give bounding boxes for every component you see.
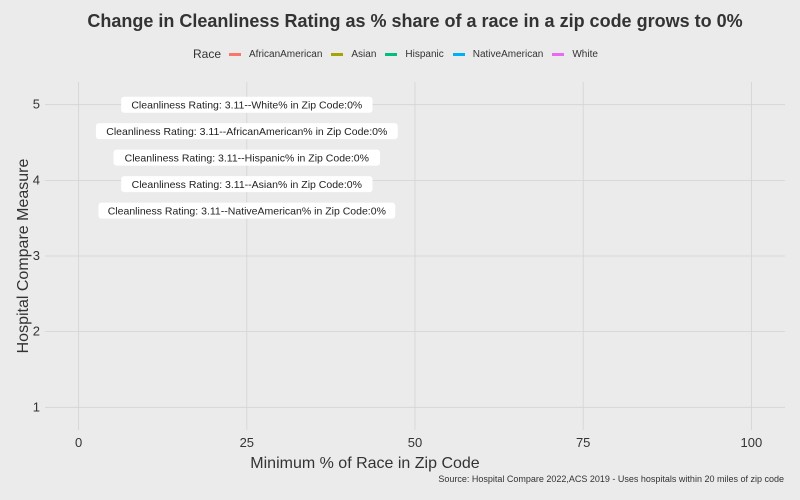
legend: Race AfricanAmerican Asian Hispanic Nati… — [193, 46, 607, 62]
annotation-label: Cleanliness Rating: 3.11--AfricanAmerica… — [106, 126, 387, 138]
chart-title: Change in Cleanliness Rating as % share … — [87, 11, 743, 31]
legend-label: Asian — [351, 48, 377, 60]
x-tick-label: 100 — [741, 435, 763, 450]
annotation-label: Cleanliness Rating: 3.11--Asian% in Zip … — [132, 179, 362, 191]
annotation-box — [113, 149, 381, 166]
y-tick-label: 5 — [33, 97, 40, 112]
legend-item-hispanic: Hispanic — [385, 48, 444, 60]
annotation-box — [95, 123, 398, 140]
legend-item-africanamerican: AfricanAmerican — [229, 49, 322, 60]
annotation-label: Cleanliness Rating: 3.11--Hispanic% in Z… — [125, 153, 369, 165]
legend-swatch — [452, 52, 465, 56]
x-tick-label: 0 — [75, 435, 82, 450]
legend-swatch — [552, 52, 565, 56]
legend-swatch — [229, 52, 242, 56]
x-tick-label: 50 — [408, 435, 422, 450]
legend-label: Hispanic — [405, 48, 444, 60]
y-axis-title: Hospital Compare Measure — [15, 159, 32, 354]
legend-swatch — [385, 52, 398, 56]
legend-label: NativeAmerican — [472, 48, 544, 60]
legend-item-nativeamerican: NativeAmerican — [452, 48, 544, 60]
legend-item-white: White — [552, 49, 598, 60]
x-axis-title: Minimum % of Race in Zip Code — [250, 455, 480, 472]
legend-label: AfricanAmerican — [249, 48, 323, 60]
legend-item-asian: Asian — [331, 49, 376, 60]
legend-title: Race — [193, 47, 222, 61]
y-tick-label: 1 — [33, 399, 40, 414]
x-tick-label: 25 — [240, 435, 254, 450]
annotation-label: Cleanliness Rating: 3.11--NativeAmerican… — [108, 206, 386, 218]
legend-label: White — [572, 48, 598, 60]
legend-swatch — [331, 52, 344, 56]
annotation-box — [121, 96, 373, 113]
chart-caption: Source: Hospital Compare 2022,ACS 2019 -… — [438, 474, 784, 484]
y-tick-label: 4 — [33, 172, 40, 187]
annotation-label: Cleanliness Rating: 3.11--White% in Zip … — [131, 100, 362, 112]
annotation-box — [121, 176, 373, 193]
x-tick-label: 75 — [576, 435, 590, 450]
y-tick-label: 2 — [33, 324, 40, 339]
annotation-box — [98, 202, 396, 219]
y-tick-label: 3 — [33, 248, 40, 263]
